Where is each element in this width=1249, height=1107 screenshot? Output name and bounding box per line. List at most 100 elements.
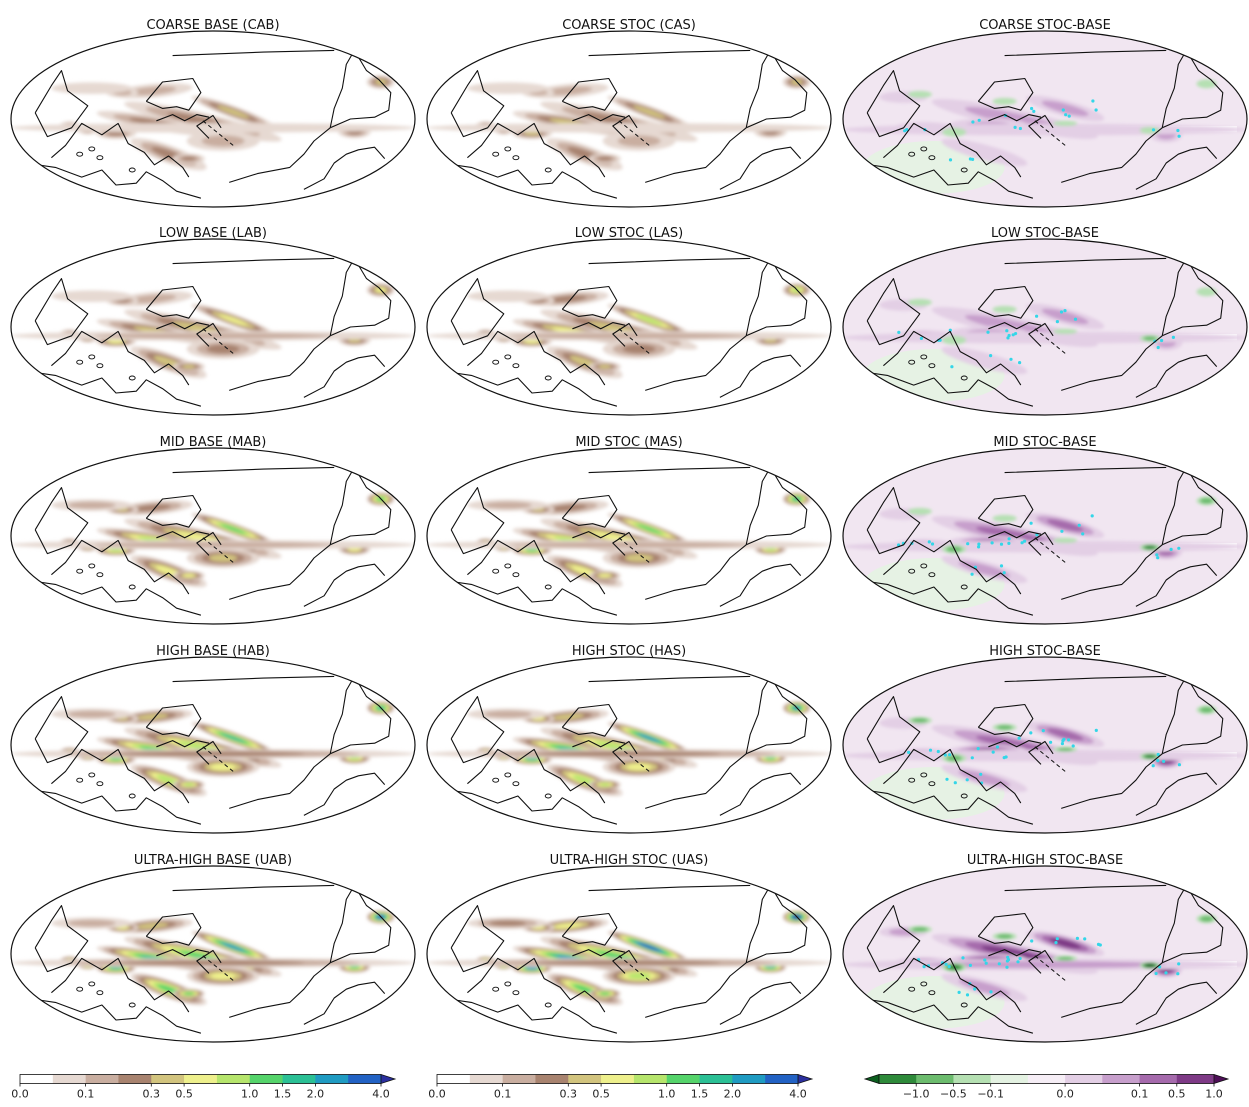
coastline <box>96 572 104 578</box>
coastline <box>467 957 606 1013</box>
panel-title: LOW BASE (LAB) <box>159 226 267 241</box>
coastline <box>441 162 618 199</box>
coastline <box>25 370 202 407</box>
significance-dot <box>1156 345 1160 350</box>
significance-dot <box>1081 532 1085 536</box>
coastline <box>88 354 96 360</box>
map-outline <box>10 865 416 1043</box>
diff-contour <box>996 934 1013 939</box>
precip-contour <box>489 920 527 926</box>
colorbar-swatch <box>348 1074 382 1084</box>
significance-dot <box>936 749 940 754</box>
coastline <box>561 703 618 737</box>
diff-contour <box>843 749 1247 762</box>
coastline <box>1004 675 1167 683</box>
coastline <box>467 539 606 595</box>
precip-contour <box>484 710 532 718</box>
coastline <box>572 740 626 748</box>
coastline <box>172 257 335 265</box>
coastline <box>857 997 1034 1034</box>
coastline <box>303 354 386 398</box>
coastline <box>857 162 1034 199</box>
significance-dot <box>1030 939 1034 943</box>
coastline <box>303 772 386 816</box>
precip-contour <box>349 965 360 969</box>
diff-contour <box>1139 126 1161 134</box>
diff-contour <box>1196 79 1217 89</box>
colorbar-swatch <box>20 1074 54 1084</box>
precip-contour <box>525 339 539 344</box>
colorbar-swatch <box>184 1074 218 1084</box>
significance-dot <box>1177 546 1181 550</box>
coastline <box>504 772 512 778</box>
significance-dot <box>1004 755 1008 759</box>
significance-dot <box>983 958 987 962</box>
significance-dot <box>1083 937 1087 941</box>
significance-dot <box>1164 971 1168 975</box>
significance-dot <box>1091 99 1095 103</box>
precip-contour <box>93 332 333 339</box>
coastline <box>1161 675 1224 755</box>
colorbar-tick-label: 0.3 <box>560 1088 578 1101</box>
map-outline <box>426 238 832 416</box>
diff-contour <box>975 526 1054 546</box>
coastline <box>561 912 618 946</box>
colorbar-tick-label: −1.0 <box>903 1088 930 1101</box>
precip-contour <box>599 783 610 787</box>
coastline <box>512 781 520 787</box>
significance-dot <box>1098 943 1102 947</box>
colorbar-swatch <box>118 1074 152 1084</box>
colorbar-tick-label: 1.0 <box>1205 1088 1223 1101</box>
precip-contour <box>509 541 749 548</box>
diff-contour <box>1144 754 1156 759</box>
coastline <box>960 793 968 799</box>
significance-dot <box>1018 361 1022 365</box>
map-panel-0-0: COARSE BASE (CAB) <box>10 18 416 208</box>
colorbar-swatch <box>469 1074 503 1084</box>
precip-contour <box>597 156 613 161</box>
coastline <box>645 127 747 183</box>
precip-contour <box>599 573 611 578</box>
coastline <box>544 584 552 590</box>
coastline <box>544 1002 552 1008</box>
colorbar-tick-label: 1.5 <box>274 1088 292 1101</box>
significance-dot <box>1020 541 1024 545</box>
significance-dot <box>1155 553 1159 557</box>
precip-contour <box>218 314 248 326</box>
coastline <box>88 772 96 778</box>
coastline <box>196 949 222 974</box>
diff-contour <box>981 945 1048 963</box>
significance-dot <box>1162 759 1166 763</box>
precip-contour <box>182 364 195 369</box>
map-outline <box>10 238 416 416</box>
panel-title: COARSE STOC-BASE <box>979 18 1111 33</box>
map-panel-2-2: MID STOC-BASE <box>842 435 1248 625</box>
panel-title: ULTRA-HIGH STOC-BASE <box>967 853 1123 868</box>
significance-dot <box>1071 744 1075 748</box>
precip-contour <box>134 504 171 512</box>
colorbar-tick-label: 0.5 <box>1168 1088 1186 1101</box>
significance-dot <box>1005 965 1009 969</box>
coastline <box>128 375 136 381</box>
coastline <box>441 788 618 825</box>
coastline <box>229 335 331 391</box>
coastline <box>51 539 190 595</box>
coastline <box>883 748 1022 804</box>
coastline <box>1135 354 1218 398</box>
significance-dot <box>950 365 954 369</box>
coastline <box>988 740 1042 748</box>
precip-contour <box>183 573 195 578</box>
map-outline <box>10 656 416 834</box>
significance-dot <box>1177 134 1181 138</box>
precip-contour <box>626 763 652 771</box>
coastline <box>928 155 936 161</box>
coastline <box>588 49 751 57</box>
coastline <box>908 359 916 365</box>
coastline <box>34 487 89 555</box>
coastline <box>977 494 1034 528</box>
diff-contour <box>1046 519 1084 532</box>
map-outline <box>426 447 832 625</box>
coastline <box>645 544 747 600</box>
map-outline <box>10 447 416 625</box>
coastline <box>172 675 335 683</box>
